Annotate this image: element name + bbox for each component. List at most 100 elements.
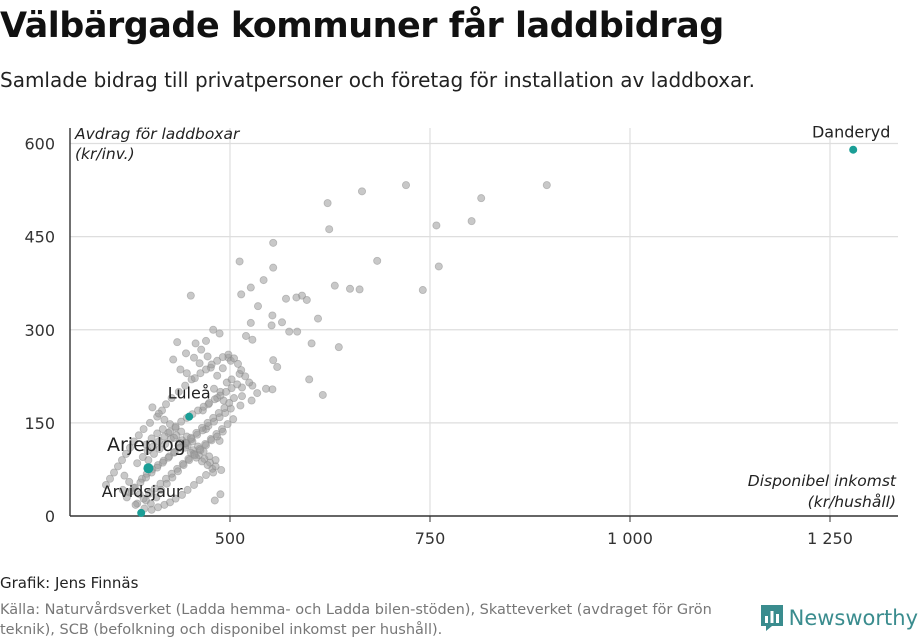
data-point xyxy=(357,187,366,196)
data-point xyxy=(122,449,131,458)
data-point xyxy=(248,335,257,344)
data-point xyxy=(196,369,205,378)
data-point xyxy=(133,459,142,468)
data-point xyxy=(269,238,278,247)
data-point xyxy=(149,442,158,451)
credit-line: Grafik: Jens Finnäs xyxy=(0,574,139,592)
data-point xyxy=(213,371,222,380)
data-point xyxy=(285,327,294,336)
data-point xyxy=(355,285,364,294)
data-point xyxy=(189,480,198,489)
data-point xyxy=(323,199,332,208)
data-point xyxy=(218,364,227,373)
source-note: Källa: Naturvårdsverket (Ladda hemma- oc… xyxy=(0,602,712,638)
data-point xyxy=(245,378,254,387)
y-tick-label: 0 xyxy=(45,507,55,526)
data-point xyxy=(293,327,302,336)
data-point xyxy=(292,293,301,302)
data-point xyxy=(186,433,195,442)
data-point xyxy=(224,350,233,359)
data-point xyxy=(171,494,180,503)
data-point xyxy=(152,493,161,502)
data-point xyxy=(334,343,343,352)
data-point xyxy=(179,461,188,470)
highlight-label-danderyd: Danderyd xyxy=(812,123,890,142)
data-point xyxy=(268,311,277,320)
data-point xyxy=(207,360,216,369)
data-point xyxy=(183,485,192,494)
data-point xyxy=(203,461,212,470)
data-point xyxy=(267,321,276,330)
data-point xyxy=(225,399,234,408)
data-point xyxy=(305,375,314,384)
data-point xyxy=(432,221,441,230)
data-point xyxy=(201,336,210,345)
highlight-label-arjeplog: Arjeplog xyxy=(107,434,186,456)
data-point xyxy=(209,468,218,477)
data-point xyxy=(145,489,154,498)
highlight-point-luleå xyxy=(185,412,194,421)
data-point xyxy=(199,402,208,411)
data-point xyxy=(169,433,178,442)
data-point xyxy=(330,281,339,290)
data-point xyxy=(477,194,486,203)
highlight-point-arjeplog xyxy=(143,463,154,474)
data-point xyxy=(195,359,204,368)
data-point xyxy=(201,441,210,450)
data-point xyxy=(131,500,140,509)
data-point xyxy=(161,400,170,409)
y-tick-label: 600 xyxy=(24,135,55,154)
data-point xyxy=(157,485,166,494)
data-point xyxy=(401,181,410,190)
y-tick-label: 450 xyxy=(24,228,55,247)
data-point xyxy=(217,466,226,475)
data-point xyxy=(205,399,214,408)
data-point xyxy=(146,499,155,508)
data-point xyxy=(154,409,163,418)
data-point xyxy=(147,434,156,443)
data-point xyxy=(186,291,195,300)
data-point xyxy=(227,375,236,384)
data-point xyxy=(209,325,218,334)
data-point xyxy=(138,453,147,462)
data-point xyxy=(197,345,206,354)
data-point xyxy=(207,436,216,445)
data-point xyxy=(143,446,152,455)
data-point xyxy=(158,458,167,467)
x-tick-label: 500 xyxy=(215,529,246,548)
data-point xyxy=(229,354,238,363)
x-tick-label: 1 250 xyxy=(807,529,853,548)
data-point xyxy=(191,339,200,348)
data-point xyxy=(229,415,238,424)
tick-labels: 0 150 300 450 600 500 750 1 000 1 250 xyxy=(24,135,852,548)
data-point xyxy=(160,432,169,441)
data-point xyxy=(233,359,242,368)
data-point xyxy=(181,381,190,390)
brand-logo[interactable]: Newsworthy xyxy=(760,604,918,632)
data-point xyxy=(190,374,199,383)
data-point xyxy=(189,353,198,362)
data-point xyxy=(153,463,162,472)
data-point xyxy=(177,490,186,499)
data-point xyxy=(110,468,119,477)
data-point xyxy=(164,453,173,462)
data-point xyxy=(302,295,311,304)
data-point xyxy=(247,396,256,405)
data-point xyxy=(120,471,129,480)
data-point xyxy=(210,496,219,505)
data-point xyxy=(160,415,169,424)
data-point xyxy=(167,394,176,403)
data-point xyxy=(307,339,316,348)
chart-title: Välbärgade kommuner får laddbidrag xyxy=(0,6,724,46)
data-point xyxy=(345,284,354,293)
data-point xyxy=(193,406,202,415)
data-point xyxy=(171,422,180,431)
data-point xyxy=(318,390,327,399)
data-point xyxy=(210,395,219,404)
data-point xyxy=(182,369,191,378)
data-point xyxy=(220,403,229,412)
data-point xyxy=(233,380,242,389)
data-point xyxy=(277,318,286,327)
data-point xyxy=(162,479,171,488)
data-point xyxy=(106,474,115,483)
